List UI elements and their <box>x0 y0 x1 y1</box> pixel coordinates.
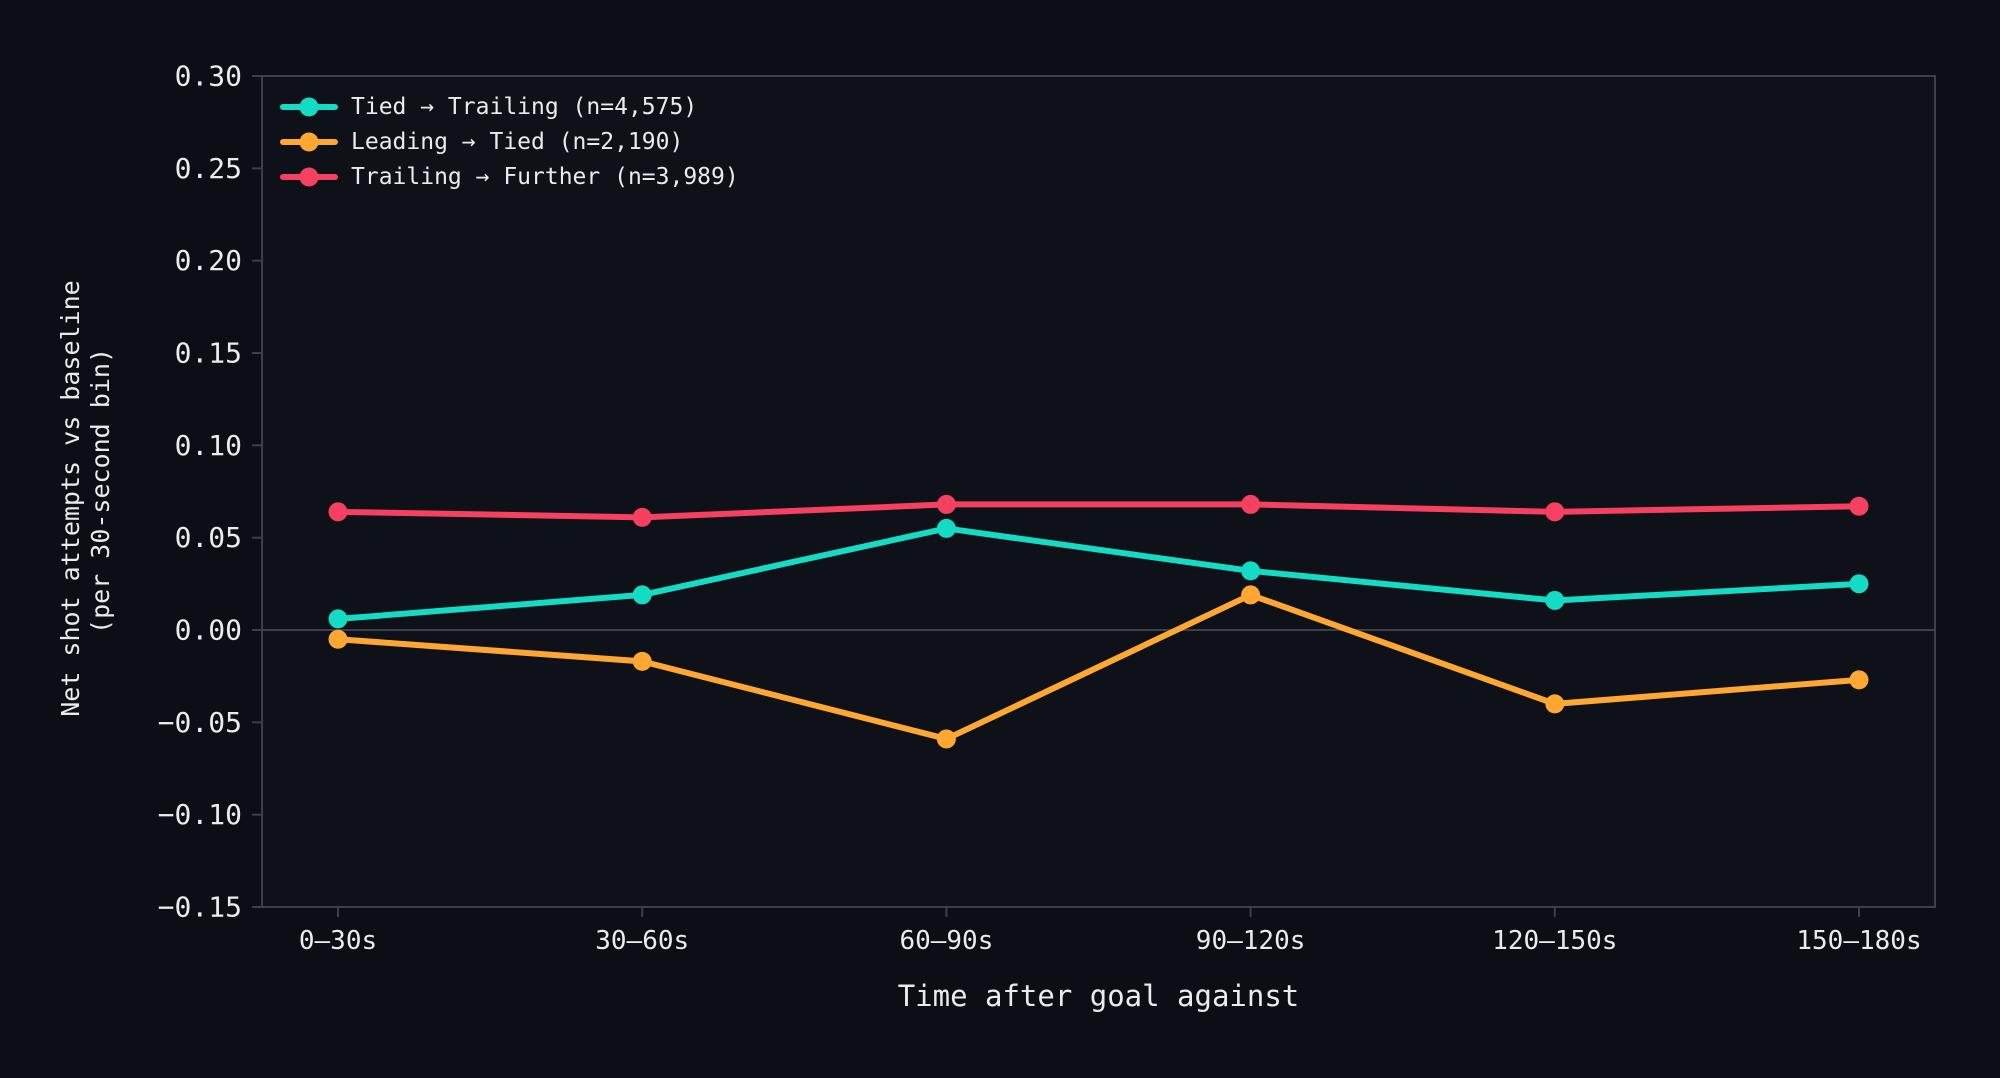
data-point <box>632 651 652 671</box>
y-tick-label: 0.10 <box>175 429 242 462</box>
y-tick-label: 0.05 <box>175 521 242 554</box>
series-line <box>335 591 1862 742</box>
series-2 <box>328 585 1869 749</box>
data-point <box>936 494 956 514</box>
series-line <box>335 525 1862 622</box>
data-point <box>328 502 348 522</box>
x-tick-label: 60–90s <box>899 926 993 956</box>
y-tick-label: 0.00 <box>175 614 242 647</box>
series-lines <box>328 494 1869 749</box>
y-axis-label-line-1: Net shot attempts vs baseline <box>56 280 85 717</box>
series-1 <box>328 518 1869 629</box>
y-tick-label: 0.25 <box>175 152 242 185</box>
legend-item: Leading → Tied (n=2,190) <box>280 129 683 155</box>
legend-label: Tied → Trailing (n=4,575) <box>351 94 697 120</box>
y-tick-label: −0.05 <box>158 706 242 739</box>
x-tick-label: 120–150s <box>1492 926 1617 956</box>
data-point <box>1545 694 1565 714</box>
plot-area <box>261 75 1936 908</box>
x-axis-label: Time after goal against <box>898 979 1300 1013</box>
data-point <box>632 507 652 527</box>
y-axis-label: Net shot attempts vs baseline (per 30-se… <box>56 265 115 717</box>
x-axis-ticks: 0–30s 30–60s 60–90s 90–120s 120–150s 150–180s <box>299 907 1922 956</box>
x-tick-label: 0–30s <box>299 926 377 956</box>
y-tick-label: −0.15 <box>158 891 242 924</box>
data-point <box>1545 590 1565 610</box>
legend: Tied → Trailing (n=4,575) Leading → Tied … <box>280 94 739 190</box>
data-point <box>936 729 956 749</box>
x-tick-label: 90–120s <box>1196 926 1306 956</box>
series-line <box>335 501 1862 521</box>
legend-item: Trailing → Further (n=3,989) <box>280 164 739 190</box>
legend-label: Trailing → Further (n=3,989) <box>351 164 739 190</box>
data-point <box>1241 561 1261 581</box>
x-tick-label: 150–180s <box>1796 926 1921 956</box>
y-tick-label: 0.15 <box>175 337 242 370</box>
data-point <box>1849 496 1869 516</box>
legend-swatch-marker <box>299 167 319 187</box>
data-point <box>1545 502 1565 522</box>
data-point <box>1241 494 1261 514</box>
data-point <box>1849 670 1869 690</box>
x-tick-label: 30–60s <box>595 926 689 956</box>
legend-item: Tied → Trailing (n=4,575) <box>280 94 697 120</box>
data-point <box>936 518 956 538</box>
data-point <box>1849 574 1869 594</box>
series-3 <box>328 494 1869 527</box>
y-tick-label: −0.10 <box>158 798 242 831</box>
data-point <box>328 629 348 649</box>
y-tick-label: 0.20 <box>175 244 242 277</box>
y-tick-label: 0.30 <box>175 60 242 93</box>
y-axis-ticks: −0.15 −0.10 −0.05 0.00 0.05 0.10 0.15 0.20 0.25 0… <box>158 60 262 924</box>
legend-swatch-marker <box>299 132 319 152</box>
legend-swatch-marker <box>299 97 319 117</box>
data-point <box>632 585 652 605</box>
y-axis-label-line-2: (per 30-second bin) <box>86 348 115 634</box>
data-point <box>328 609 348 629</box>
legend-label: Leading → Tied (n=2,190) <box>351 129 683 155</box>
data-point <box>1241 585 1261 605</box>
